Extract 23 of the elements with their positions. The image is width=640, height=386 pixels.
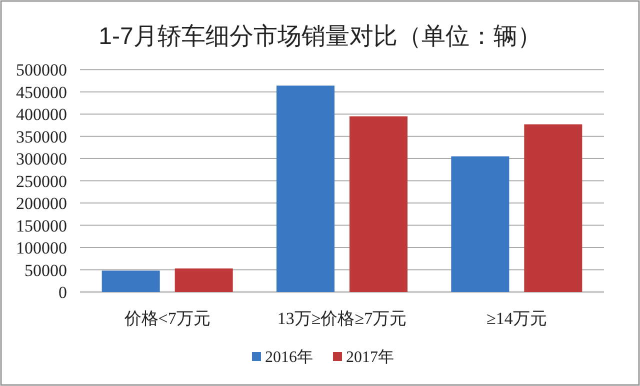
x-tick-label: ≥14万元 [486,309,547,328]
legend-label: 2016年 [265,349,313,366]
y-tick-label: 300000 [16,150,67,169]
bar [174,268,233,292]
y-tick-label: 50000 [24,260,67,280]
bar [102,270,160,292]
legend-label: 2017年 [346,349,394,366]
y-tick-label: 100000 [16,238,67,258]
y-tick-label: 0 [58,283,67,302]
y-tick-label: 400000 [16,105,67,124]
x-tick-label: 价格<7万元 [123,309,210,328]
x-tick-label: 13万≥价格≥7万元 [277,309,407,328]
y-tick-label: 500000 [16,60,67,80]
y-tick-label: 200000 [16,194,67,214]
y-tick-label: 350000 [16,127,67,146]
bar [524,124,582,292]
chart-title: 1-7月轿车细分市场销量对比（单位：辆） [98,23,542,50]
bar [451,156,510,292]
y-tick-label: 250000 [16,172,67,191]
y-tick-label: 150000 [16,216,67,236]
bar [276,86,334,292]
bar [350,116,408,292]
y-tick-label: 450000 [16,82,67,102]
